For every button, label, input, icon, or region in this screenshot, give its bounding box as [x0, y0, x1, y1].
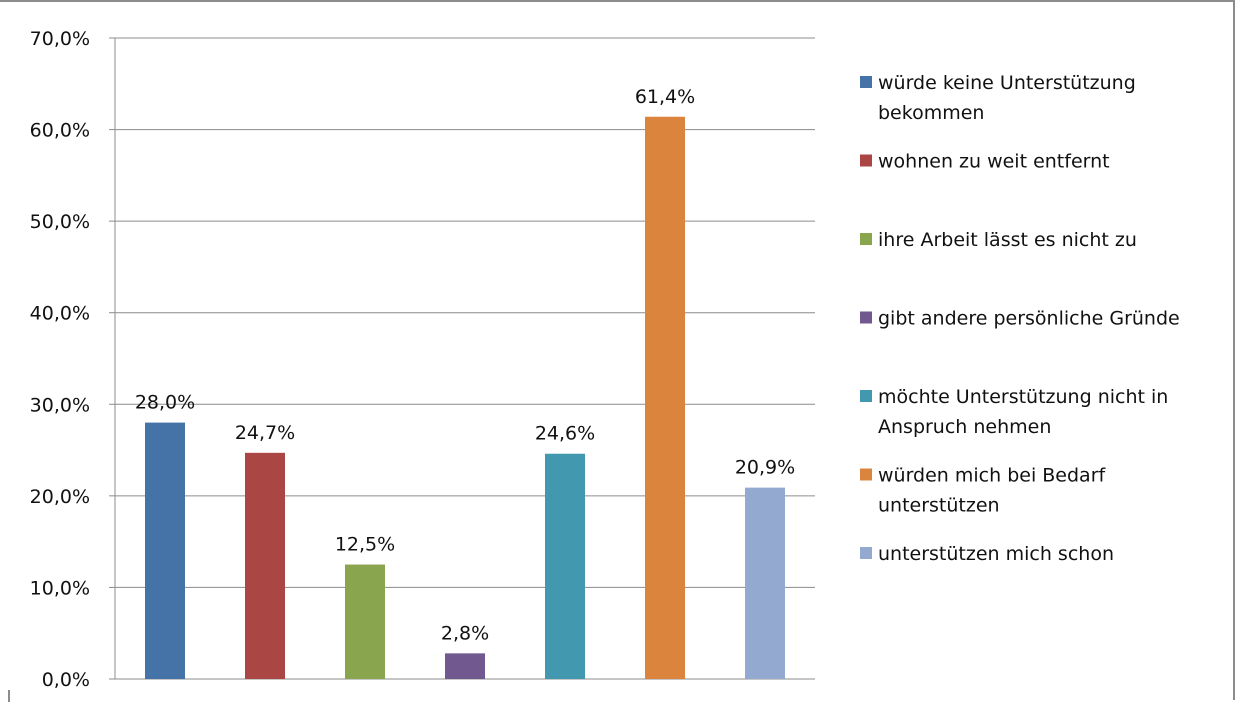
- legend-label: würde keine Unterstützung: [878, 72, 1136, 94]
- legend-label: unterstützen mich schon: [878, 543, 1114, 565]
- legend-swatch: [860, 547, 872, 559]
- y-axis-ticks: 0,0% 10,0% 20,0% 30,0% 40,0% 50,0% 60,0% 70,0%: [30, 28, 90, 691]
- legend-swatch: [860, 233, 872, 245]
- bar: [545, 453, 585, 679]
- legend-label: möchte Unterstützung nicht in: [878, 386, 1168, 408]
- data-label: 28,0%: [135, 392, 195, 414]
- legend-swatch: [860, 154, 872, 167]
- legend-label: ihre Arbeit lässt es nicht zu: [878, 229, 1137, 251]
- y-tick-label: 10,0%: [30, 577, 90, 599]
- y-tick-label: 30,0%: [30, 394, 90, 416]
- legend-item: wohnen zu weit entfernt: [860, 151, 1110, 173]
- legend: würde keine Unterstützung bekommen wohnen …: [860, 72, 1180, 565]
- y-tick-label: 0,0%: [42, 669, 90, 691]
- data-labels: 28,0% 24,7% 12,5% 2,8% 24,6% 61,4% 20,9%: [135, 86, 795, 645]
- bar: [145, 422, 185, 679]
- bar: [645, 116, 685, 680]
- bar: [245, 452, 285, 679]
- legend-item: möchte Unterstützung nicht in Anspruch ne…: [860, 386, 1168, 438]
- bar: [345, 564, 385, 679]
- legend-label: unterstützen: [878, 495, 1000, 517]
- legend-label: wohnen zu weit entfernt: [878, 151, 1110, 173]
- bar: [445, 653, 485, 679]
- bar: [745, 487, 785, 679]
- legend-item: unterstützen mich schon: [860, 543, 1114, 565]
- legend-label: würden mich bei Bedarf: [878, 465, 1107, 487]
- data-label: 24,7%: [235, 422, 295, 444]
- gridlines: [8, 37, 815, 702]
- data-label: 24,6%: [535, 423, 595, 445]
- y-tick-label: 20,0%: [30, 486, 90, 508]
- legend-swatch: [860, 468, 872, 481]
- legend-label: gibt andere persönliche Gründe: [878, 308, 1180, 330]
- data-label: 61,4%: [635, 86, 695, 108]
- y-tick-label: 70,0%: [30, 28, 90, 50]
- y-tick-label: 40,0%: [30, 303, 90, 325]
- legend-swatch: [860, 311, 872, 324]
- data-label: 2,8%: [441, 622, 489, 644]
- legend-swatch: [860, 76, 872, 88]
- data-label: 20,9%: [735, 457, 795, 479]
- y-tick-label: 50,0%: [30, 211, 90, 233]
- data-label: 12,5%: [335, 534, 395, 556]
- legend-item: ihre Arbeit lässt es nicht zu: [860, 229, 1137, 251]
- legend-label: Anspruch nehmen: [878, 416, 1051, 438]
- legend-item: würden mich bei Bedarf unterstützen: [860, 465, 1107, 517]
- bars: [145, 116, 785, 680]
- legend-item: gibt andere persönliche Gründe: [860, 308, 1180, 330]
- legend-swatch: [860, 390, 872, 402]
- legend-item: würde keine Unterstützung bekommen: [860, 72, 1136, 124]
- y-tick-label: 60,0%: [30, 120, 90, 142]
- legend-label: bekommen: [878, 102, 984, 124]
